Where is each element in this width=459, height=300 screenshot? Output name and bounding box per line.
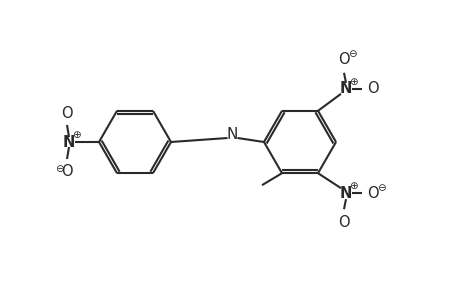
Text: O: O	[337, 215, 349, 230]
Text: O: O	[366, 81, 378, 96]
Text: O: O	[366, 186, 378, 201]
Text: ⊕: ⊕	[348, 181, 357, 191]
Text: ⊕: ⊕	[348, 77, 357, 87]
Text: O: O	[61, 164, 73, 178]
Text: N: N	[339, 81, 352, 96]
Text: N: N	[339, 186, 352, 201]
Text: ⊖: ⊖	[55, 164, 63, 174]
Text: N: N	[226, 127, 238, 142]
Text: O: O	[337, 52, 349, 67]
Text: ⊖: ⊖	[376, 183, 385, 193]
Text: ⊕: ⊕	[72, 130, 80, 140]
Text: ⊖: ⊖	[347, 49, 356, 59]
Text: O: O	[61, 106, 73, 121]
Text: N: N	[63, 134, 75, 149]
